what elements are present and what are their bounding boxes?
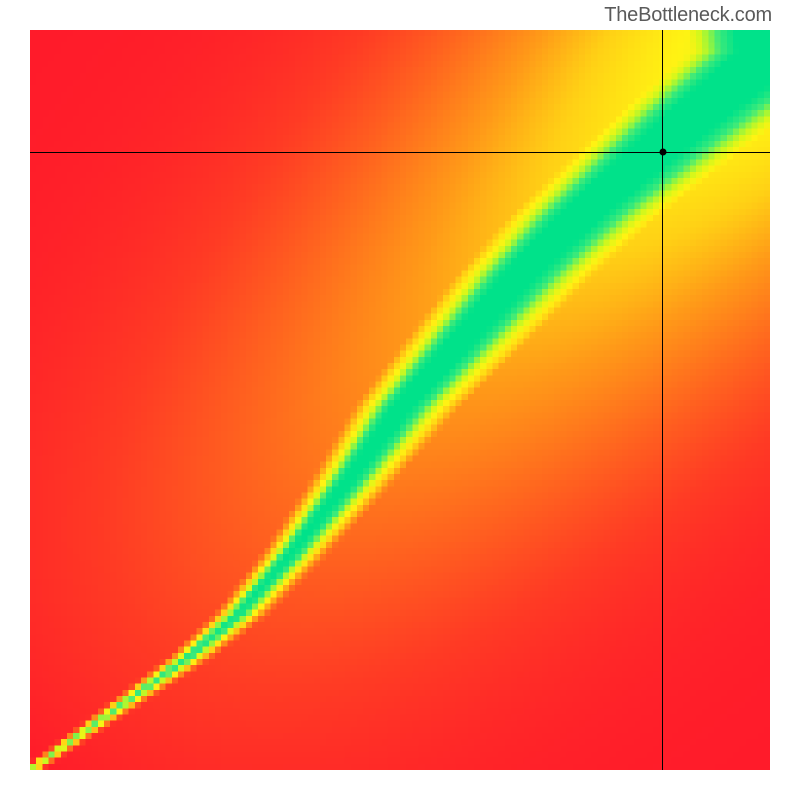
crosshair-marker	[659, 149, 666, 156]
heatmap-canvas	[30, 30, 770, 770]
heatmap-plot	[30, 30, 770, 770]
watermark-text: TheBottleneck.com	[604, 4, 772, 27]
crosshair-vertical	[662, 30, 663, 770]
